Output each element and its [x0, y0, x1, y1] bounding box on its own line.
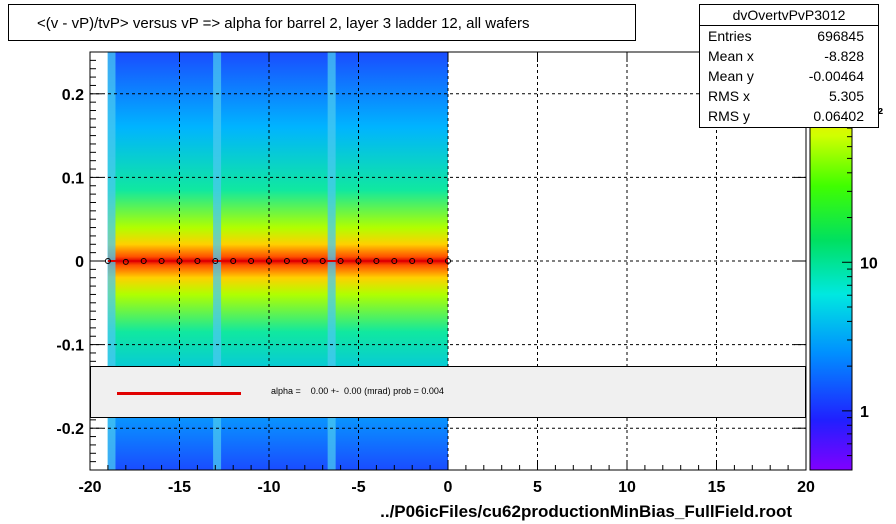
x-tick-label-8: 20 [797, 479, 815, 496]
x-tick-label-5: 5 [533, 479, 542, 496]
stats-box: dvOvertvPvP3012 Entries 696845 Mean x -8… [699, 4, 879, 128]
fit-legend-text: alpha = 0.00 +- 0.00 (mrad) prob = 0.004 [271, 386, 444, 396]
profile-point-14 [355, 258, 362, 264]
fit-legend: alpha = 0.00 +- 0.00 (mrad) prob = 0.004 [90, 366, 806, 418]
profile-point-1 [122, 258, 129, 265]
profile-point-15 [373, 258, 380, 264]
profile-point-6 [212, 258, 219, 264]
profile-point-10 [283, 258, 290, 264]
profile-point-18 [427, 258, 434, 264]
profile-point-11 [301, 258, 308, 264]
x-tick-label-7: 15 [708, 479, 726, 496]
y-tick-label-2: 0 [75, 254, 84, 271]
stats-row-rms-x: RMS x 5.305 [708, 88, 864, 104]
profile-point-2 [140, 258, 147, 264]
profile-point-19 [445, 258, 451, 264]
x-tick-label-4: 0 [444, 479, 453, 496]
profile-point-17 [409, 258, 416, 264]
x-tick-label-0: -20 [78, 479, 101, 496]
profile-point-8 [248, 258, 255, 264]
profile-point-9 [266, 258, 272, 264]
stats-name: dvOvertvPvP3012 [700, 5, 878, 26]
stats-row-rms-y: RMS y 0.06402 [708, 108, 864, 124]
stats-row-mean-y: Mean y -0.00464 [708, 68, 864, 84]
profile-point-0 [104, 258, 111, 264]
file-path-footer: ../P06icFiles/cu62productionMinBias_Full… [380, 502, 792, 521]
plot-title: <(v - vP)/tvP> versus vP => alpha for ba… [8, 4, 636, 41]
y-tick-label-0: -0.2 [56, 421, 84, 438]
x-tick-label-6: 10 [618, 479, 636, 496]
profile-point-5 [194, 258, 201, 264]
fit-legend-line [117, 392, 241, 395]
profile-point-4 [176, 258, 183, 264]
y-tick-label-3: 0.1 [62, 170, 84, 187]
profile-point-16 [391, 258, 398, 264]
profile-point-13 [337, 258, 344, 264]
x-tick-label-3: -5 [351, 479, 365, 496]
z-tick-label-0: 1 [860, 404, 869, 421]
z-tick-label-1: 10 [860, 255, 878, 272]
x-tick-label-2: -10 [257, 479, 280, 496]
profile-point-7 [230, 258, 237, 264]
stats-row-mean-x: Mean x -8.828 [708, 48, 864, 64]
y-tick-label-1: -0.1 [56, 338, 84, 355]
x-tick-label-1: -15 [168, 479, 191, 496]
profile-point-12 [319, 258, 326, 264]
y-tick-label-4: 0.2 [62, 87, 84, 104]
profile-point-3 [158, 258, 165, 264]
stats-row-entries: Entries 696845 [708, 28, 864, 44]
